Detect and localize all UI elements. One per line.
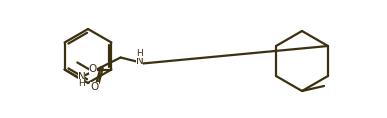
- Text: N: N: [136, 57, 144, 67]
- Text: O: O: [91, 82, 99, 91]
- Text: N: N: [78, 72, 86, 82]
- Text: H: H: [136, 49, 143, 58]
- Text: H: H: [78, 79, 85, 88]
- Text: O: O: [89, 64, 97, 74]
